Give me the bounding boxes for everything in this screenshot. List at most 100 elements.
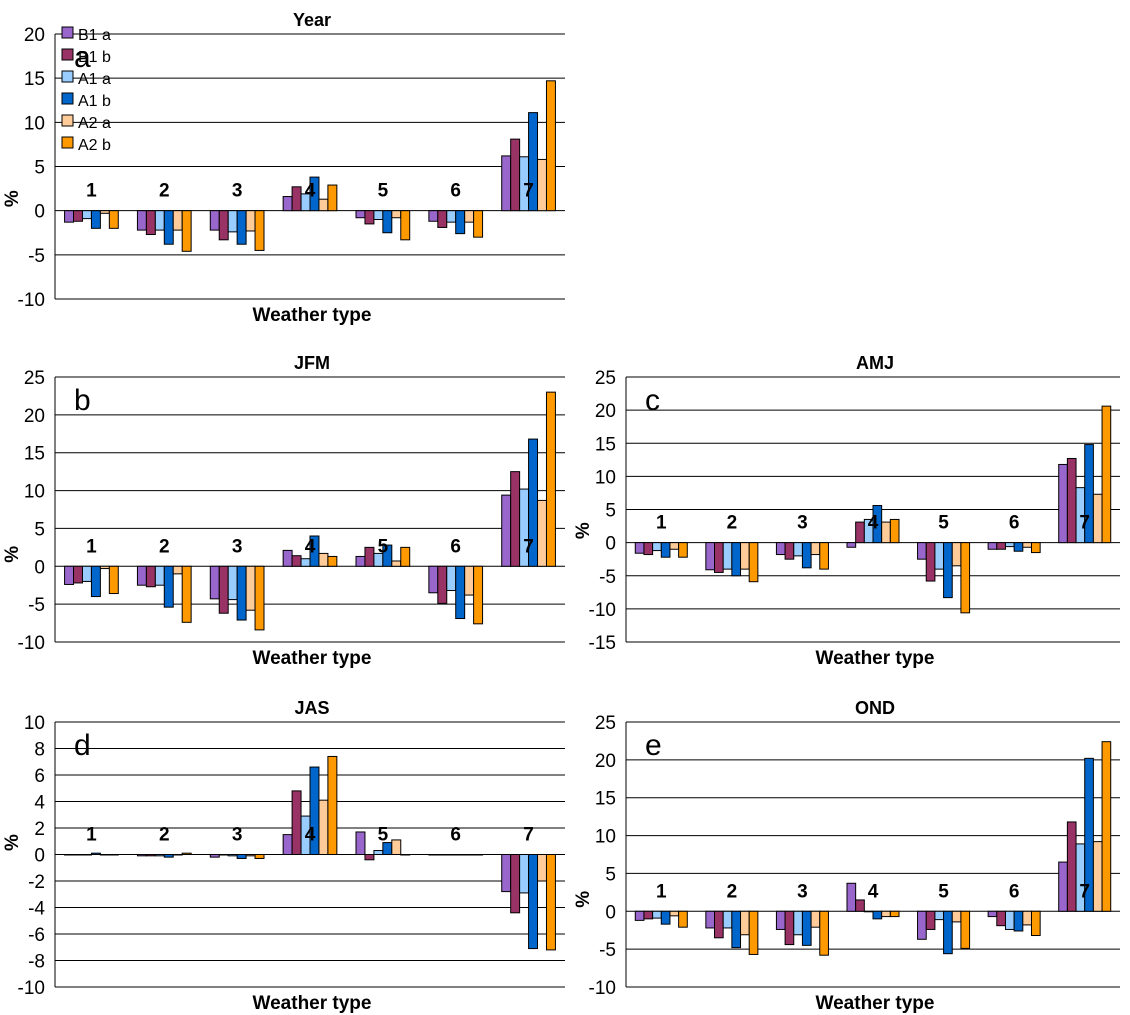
bar-a2-a: [951, 542, 962, 567]
bar-b1-a: [136, 565, 147, 586]
y-tick-label: -2: [28, 872, 45, 893]
panel-label: d: [74, 729, 91, 762]
y-tick-label: -5: [28, 595, 45, 616]
x-tick-label: 2: [159, 181, 170, 202]
bar-b1-b: [291, 555, 302, 567]
bar-a1-a: [934, 542, 945, 570]
bar-a2-b: [889, 518, 900, 544]
bar-a2-a: [951, 910, 962, 923]
x-tick-label: 1: [86, 181, 97, 202]
x-tick-label: 4: [305, 536, 316, 557]
bar-a1-b: [236, 565, 247, 621]
x-tick-label: 6: [450, 825, 461, 846]
x-tick-label: 4: [305, 181, 316, 202]
bar-a1-b: [660, 542, 671, 558]
bar-a1-a: [446, 210, 457, 223]
bar-a1-b: [731, 910, 742, 949]
bar-b1-b: [643, 910, 654, 920]
bar-a1-a: [154, 210, 165, 231]
bar-b1-a: [634, 542, 645, 554]
bar-a2-b: [819, 910, 829, 956]
y-tick-label: 10: [24, 482, 45, 503]
y-tick-label: 0: [605, 902, 616, 923]
chart-panel-d: -10 -8 -6 -4 -2 0 2 4 6 8 10 JAS Weather type% d 1 2 3 4 5…: [2, 698, 565, 1014]
bar-b1-b: [437, 565, 448, 604]
bar-a1-a: [446, 565, 457, 592]
y-tick-label: 10: [24, 713, 45, 734]
bar-a2-a: [537, 158, 547, 212]
bar-b1-a: [501, 155, 512, 212]
bar-b1-b: [218, 565, 229, 614]
bar-b1-a: [64, 854, 75, 856]
bar-a1-a: [81, 854, 92, 856]
bar-a1-a: [373, 850, 384, 856]
bar-a2-b: [748, 542, 759, 583]
bar-a1-b: [382, 544, 393, 567]
x-tick-label: 1: [656, 513, 667, 534]
bar-a2-a: [669, 910, 680, 917]
bar-a2-a: [537, 499, 547, 567]
y-tick-label: 15: [595, 434, 616, 455]
bar-a2-b: [327, 755, 338, 856]
bar-b1-a: [209, 854, 220, 858]
bar-a2-a: [810, 910, 821, 928]
bar-a2-a: [1092, 841, 1103, 912]
bar-b1-b: [364, 546, 375, 567]
x-tick-label: 5: [378, 536, 389, 557]
y-tick-label: -6: [28, 925, 45, 946]
bar-b1-a: [501, 494, 512, 567]
bar-a1-a: [81, 210, 92, 220]
x-tick-label: 2: [727, 513, 738, 534]
bar-a2-a: [537, 854, 547, 882]
bar-a1-a: [722, 910, 733, 929]
bar-b1-a: [64, 210, 75, 223]
bar-a2-a: [318, 198, 329, 212]
x-tick-label: 1: [656, 881, 667, 902]
legend-swatch: [61, 136, 74, 149]
bar-b1-b: [437, 854, 448, 856]
bar-b1-b: [291, 186, 302, 212]
bar-a1-a: [652, 542, 662, 552]
bar-a2-a: [1092, 493, 1103, 544]
bar-b1-b: [437, 210, 448, 228]
bar-a1-b: [382, 210, 393, 234]
bar-b1-a: [917, 910, 927, 940]
y-tick-label: -10: [18, 290, 45, 311]
bar-a1-b: [309, 535, 320, 567]
bar-a1-a: [81, 565, 92, 582]
bar-b1-b: [714, 910, 724, 939]
bar-b1-a: [775, 542, 786, 556]
bar-b1-b: [1066, 821, 1077, 912]
legend-label: A2 a: [78, 115, 111, 132]
bar-a1-b: [455, 854, 466, 856]
bar-a2-b: [108, 854, 119, 856]
legend-swatch: [61, 48, 74, 61]
y-axis-label: %: [2, 834, 23, 851]
panel-label: a: [74, 41, 91, 74]
bar-a2-b: [473, 565, 484, 625]
bar-a2-a: [464, 565, 475, 596]
y-tick-label: -10: [589, 978, 616, 999]
bar-b1-b: [925, 542, 936, 582]
legend-label: B1 a: [78, 27, 111, 44]
bar-a2-a: [318, 799, 329, 855]
x-tick-label: 6: [450, 536, 461, 557]
chart-panel-c: -15 -10 -5 0 5 10 15 20 25 AMJ Weather type% c 1 2 3 4 5…: [573, 353, 1120, 669]
bar-a2-b: [1030, 542, 1041, 554]
panel-label: c: [645, 384, 660, 417]
bar-a1-a: [446, 854, 457, 856]
bar-b1-b: [291, 790, 302, 856]
bar-a1-b: [801, 542, 812, 569]
bar-b1-a: [428, 565, 439, 594]
x-tick-label: 6: [1009, 513, 1020, 534]
bar-a1-a: [227, 210, 238, 233]
bar-a2-a: [391, 210, 402, 219]
legend-swatch: [61, 92, 74, 105]
x-tick-label: 3: [797, 513, 808, 534]
bar-b1-a: [428, 210, 439, 222]
bar-b1-b: [643, 542, 654, 556]
bar-a2-a: [99, 565, 110, 570]
bar-a1-b: [872, 910, 883, 920]
bar-a2-a: [881, 521, 891, 544]
x-tick-label: 3: [797, 881, 808, 902]
